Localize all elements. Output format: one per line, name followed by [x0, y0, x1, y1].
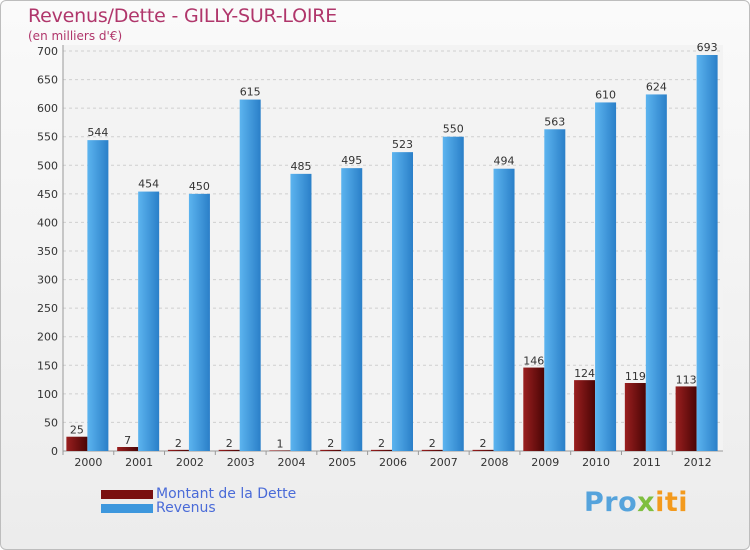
bar-dette-2004 — [269, 450, 291, 451]
data-label-revenus-2005: 495 — [341, 154, 362, 167]
data-label-dette-2006: 2 — [378, 437, 385, 450]
brand-logo-part3: iti — [655, 487, 688, 518]
bar-revenus-2005 — [341, 168, 363, 451]
bar-revenus-2008 — [493, 168, 515, 451]
bar-dette-2003 — [218, 449, 240, 451]
data-label-revenus-2001: 454 — [138, 178, 159, 191]
legend-swatch-revenus — [101, 503, 153, 513]
data-label-revenus-2012: 693 — [697, 41, 718, 54]
y-tick-label-400: 400 — [37, 216, 58, 229]
data-label-revenus-2009: 563 — [544, 115, 565, 128]
bar-dette-2000 — [66, 436, 88, 451]
bar-dette-2009 — [523, 367, 545, 451]
y-tick-label-450: 450 — [37, 188, 58, 201]
data-label-dette-2003: 2 — [226, 437, 233, 450]
bar-dette-2001 — [117, 447, 139, 451]
data-label-dette-2004: 1 — [276, 437, 283, 450]
data-label-revenus-2002: 450 — [189, 180, 210, 193]
x-tick-label-2009: 2009 — [531, 456, 559, 469]
bar-revenus-2007 — [442, 136, 464, 451]
data-label-revenus-2008: 494 — [494, 155, 515, 168]
x-tick-label-2002: 2002 — [176, 456, 204, 469]
bar-dette-2011 — [624, 383, 646, 451]
legend-item-dette: Montant de la Dette — [101, 487, 296, 501]
x-tick-label-2006: 2006 — [379, 456, 407, 469]
y-tick-label-300: 300 — [37, 274, 58, 287]
brand-logo-part1: Pro — [584, 487, 638, 518]
legend-swatch-dette — [101, 489, 153, 499]
x-tick-label-2005: 2005 — [328, 456, 356, 469]
data-label-dette-2012: 113 — [676, 373, 697, 386]
bar-revenus-2004 — [290, 173, 312, 451]
bar-revenus-2012 — [696, 55, 718, 451]
bar-revenus-2010 — [595, 102, 617, 451]
y-tick-label-200: 200 — [37, 331, 58, 344]
x-tick-label-2003: 2003 — [227, 456, 255, 469]
legend-label-dette: Montant de la Dette — [156, 486, 297, 502]
data-label-dette-2002: 2 — [175, 437, 182, 450]
bar-revenus-2001 — [138, 191, 160, 452]
data-label-revenus-2004: 485 — [290, 160, 311, 173]
bar-dette-2007 — [421, 449, 443, 451]
bar-dette-2012 — [675, 386, 697, 451]
bar-dette-2008 — [472, 449, 494, 451]
y-tick-label-500: 500 — [37, 159, 58, 172]
x-tick-label-2012: 2012 — [684, 456, 712, 469]
legend: Montant de la Dette Revenus — [101, 487, 296, 515]
data-label-revenus-2006: 523 — [392, 138, 413, 151]
y-tick-label-550: 550 — [37, 131, 58, 144]
y-tick-label-600: 600 — [37, 102, 58, 115]
y-tick-label-700: 700 — [37, 45, 58, 58]
data-label-dette-2009: 146 — [523, 355, 544, 368]
data-label-dette-2001: 7 — [124, 434, 131, 447]
data-label-dette-2005: 2 — [327, 437, 334, 450]
x-tick-label-2000: 2000 — [74, 456, 102, 469]
data-label-dette-2011: 119 — [625, 370, 646, 383]
data-label-dette-2008: 2 — [480, 437, 487, 450]
y-tick-label-0: 0 — [51, 445, 58, 458]
y-tick-label-350: 350 — [37, 245, 58, 258]
y-tick-label-150: 150 — [37, 359, 58, 372]
bar-revenus-2009 — [544, 129, 566, 452]
legend-item-revenus: Revenus — [101, 501, 296, 515]
y-tick-label-650: 650 — [37, 74, 58, 87]
x-tick-label-2010: 2010 — [582, 456, 610, 469]
bar-revenus-2003 — [239, 99, 261, 452]
x-tick-label-2008: 2008 — [481, 456, 509, 469]
bar-dette-2010 — [574, 380, 596, 451]
data-label-revenus-2007: 550 — [443, 123, 464, 136]
bar-dette-2002 — [167, 449, 189, 451]
data-label-dette-2010: 124 — [574, 367, 595, 380]
bar-revenus-2002 — [188, 193, 210, 451]
legend-label-revenus: Revenus — [156, 500, 216, 516]
x-tick-label-2007: 2007 — [430, 456, 458, 469]
data-label-dette-2000: 25 — [70, 424, 84, 437]
bar-dette-2005 — [320, 449, 342, 451]
bar-revenus-2006 — [392, 152, 413, 451]
x-tick-label-2004: 2004 — [277, 456, 305, 469]
data-label-revenus-2011: 624 — [646, 80, 667, 93]
brand-logo-part2: x — [637, 487, 656, 518]
chart-title: Revenus/Dette - GILLY-SUR-LOIRE — [28, 5, 338, 27]
data-label-revenus-2003: 615 — [240, 86, 261, 99]
brand-logo: Proxiti — [584, 487, 688, 518]
data-label-revenus-2010: 610 — [595, 88, 616, 101]
x-tick-label-2001: 2001 — [125, 456, 153, 469]
y-tick-label-100: 100 — [37, 388, 58, 401]
bar-revenus-2011 — [645, 94, 667, 451]
chart-subtitle: (en milliers d'€) — [28, 29, 123, 43]
y-tick-label-250: 250 — [37, 302, 58, 315]
data-label-revenus-2000: 544 — [87, 126, 108, 139]
bar-dette-2006 — [371, 449, 392, 451]
data-label-dette-2007: 2 — [429, 437, 436, 450]
x-tick-label-2011: 2011 — [633, 456, 661, 469]
y-tick-label-50: 50 — [44, 416, 58, 429]
bar-revenus-2000 — [87, 140, 109, 451]
